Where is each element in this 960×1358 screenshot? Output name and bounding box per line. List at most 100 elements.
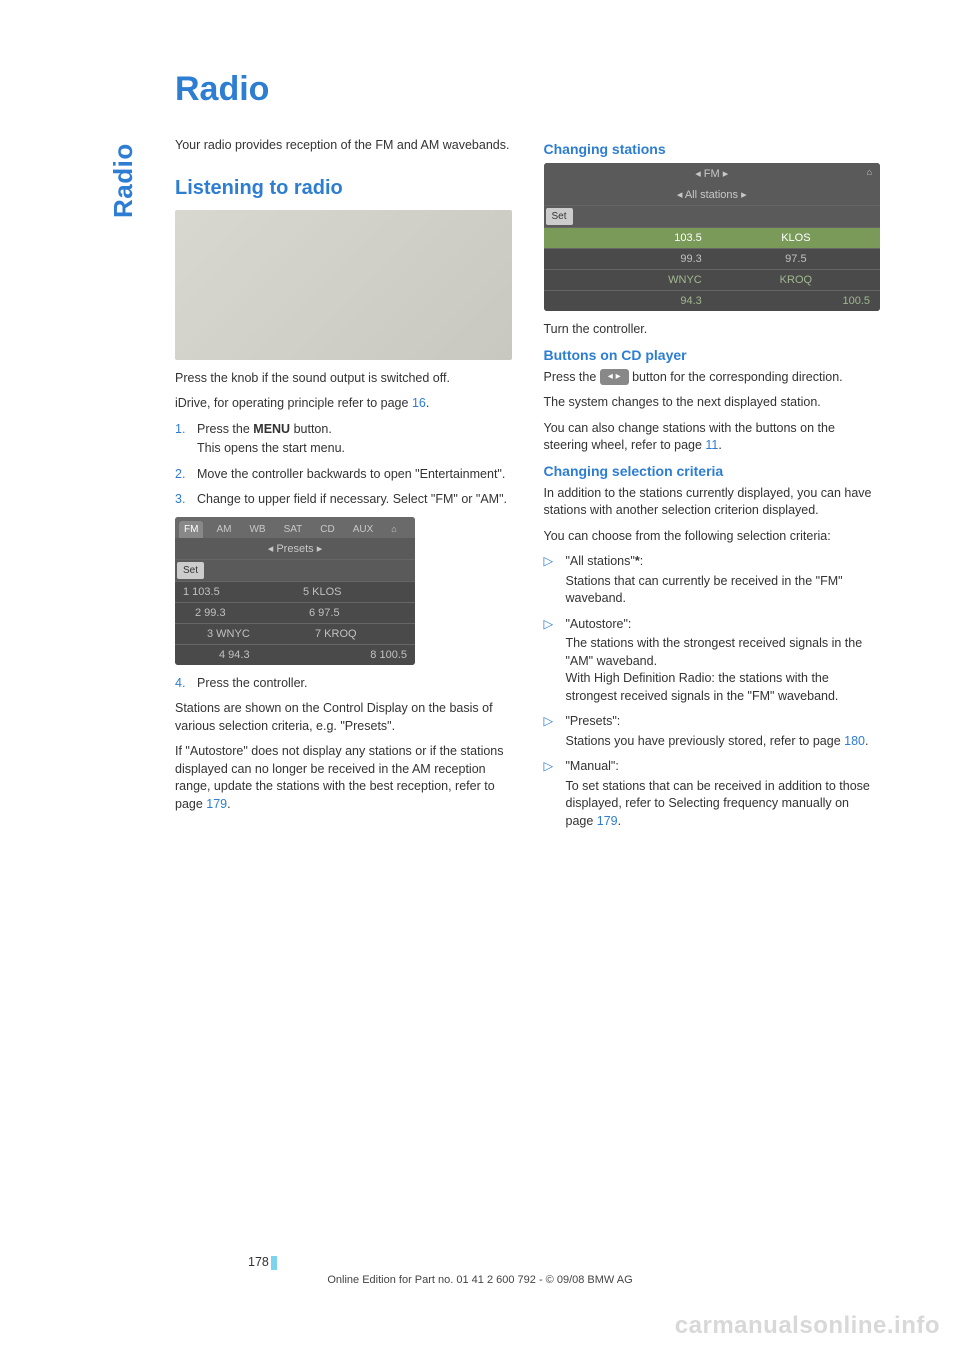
preset-cell: 8 100.5 [313,645,415,665]
step-subtext: This opens the start menu. [197,440,512,458]
preset-cell: 3 WNYC [175,624,307,644]
preset-cell: 4 94.3 [175,645,313,665]
idrive-subheader: ◂ Presets ▸ [175,538,415,559]
criteria-body: The stations with the strongest received… [566,635,881,705]
idrive-tab-aux: AUX [348,521,379,538]
criteria-intro: In addition to the stations currently di… [544,485,881,520]
triangle-bullet-icon: ▷ [544,713,554,731]
page-ref-179[interactable]: 179 [597,814,618,828]
criteria-body: Stations you have previously stored, ref… [566,733,881,751]
idrive2-set-row: Set [544,205,881,227]
side-tab-label: Radio [108,143,139,218]
autostore-post: . [227,797,230,811]
press-post: button for the corresponding direction. [629,370,843,384]
preset-cell: 6 97.5 [301,603,415,623]
footer-copyright: Online Edition for Part no. 01 41 2 600 … [0,1274,960,1286]
preset-cell: 1 103.5 [175,582,295,602]
criteria-title: "Autostore": [566,617,632,631]
idrive-preset-row: 3 WNYC 7 KROQ [175,623,415,644]
idrive-preset-row: 2 99.3 6 97.5 [175,602,415,623]
criteria-manual: ▷ "Manual": To set stations that can be … [544,758,881,830]
heading-listening-to-radio: Listening to radio [175,177,512,200]
criteria-body-pre: Stations you have previously stored, ref… [566,734,845,748]
idrive-screenshot-allstations: FM ⌂ All stations Set 103.5 KLOS 99.3 97… [544,163,881,311]
heading-buttons-cd: Buttons on CD player [544,347,881,363]
page-number: 178 [248,1255,277,1270]
station-cell: KROQ [712,269,880,290]
step-text-pre: Press the [197,422,253,436]
step-text: Move the controller backwards to open "E… [197,467,505,481]
triangle-bullet-icon: ▷ [544,616,554,634]
page-ref-11[interactable]: 11 [705,438,718,452]
step-3: 3. Change to upper field if necessary. S… [175,491,512,509]
page-title: Radio [175,70,880,109]
criteria-title: "All stations" [566,554,635,568]
system-changes-text: The system changes to the next displayed… [544,394,881,412]
left-column: Your radio provides reception of the FM … [175,137,512,838]
idrive2-subheader: All stations [544,184,881,205]
heading-changing-stations: Changing stations [544,141,881,157]
step-number: 1. [175,421,185,439]
criteria-all-stations: ▷ "All stations"*: Stations that can cur… [544,553,881,608]
station-cell: 97.5 [712,248,880,269]
step-1: 1. Press the MENU button. This opens the… [175,421,512,458]
page-ref-180[interactable]: 180 [844,734,865,748]
criteria-list: ▷ "All stations"*: Stations that can cur… [544,553,881,830]
step-number: 2. [175,466,185,484]
triangle-bullet-icon: ▷ [544,553,554,571]
press-button-text: Press the ◂ ▸ button for the correspondi… [544,369,881,387]
step-text: Change to upper field if necessary. Sele… [197,492,507,506]
idrive-principle-text: iDrive, for operating principle refer to… [175,395,512,413]
press-pre: Press the [544,370,600,384]
criteria-body-post: . [618,814,621,828]
page-ref-179[interactable]: 179 [206,797,227,811]
page-number-value: 178 [248,1255,269,1269]
steering-wheel-text: You can also change stations with the bu… [544,420,881,455]
idrive2-station-grid: 103.5 KLOS 99.3 97.5 WNYC KROQ 94.3 100.… [544,227,881,311]
page-number-bar-icon [271,1256,277,1270]
content-area: Radio Your radio provides reception of t… [175,70,880,838]
criteria-body: Stations that can currently be received … [566,573,881,608]
intro-text: Your radio provides reception of the FM … [175,137,512,155]
press-knob-text: Press the knob if the sound output is sw… [175,370,512,388]
idrive-tab-am: AM [211,521,236,538]
idrive-preset-row: 1 103.5 5 KLOS [175,581,415,602]
idrive-tab-sat: SAT [279,521,308,538]
idrive2-fm-label: FM [695,168,728,180]
idrive-pre: iDrive, for operating principle refer to… [175,396,412,410]
page-ref-16[interactable]: 16 [412,396,426,410]
criteria-title: "Presets": [566,714,621,728]
idrive-screenshot-presets: FM AM WB SAT CD AUX ⌂ ◂ Presets ▸ Set 1 … [175,517,415,665]
idrive-tab-fm: FM [179,521,203,538]
criteria-autostore: ▷ "Autostore": The stations with the str… [544,616,881,706]
idrive-tab-cd: CD [315,521,339,538]
idrive-set-row: Set [175,559,415,581]
manual-page: Radio Radio Your radio provides receptio… [0,0,960,1358]
home-icon: ⌂ [867,167,872,177]
criteria-choose: You can choose from the following select… [544,528,881,546]
criteria-presets: ▷ "Presets": Stations you have previousl… [544,713,881,750]
set-button-label: Set [546,208,573,225]
preset-cell: 7 KROQ [307,624,415,644]
idrive-preset-row: 4 94.3 8 100.5 [175,644,415,665]
step-4: 4. Press the controller. [175,675,512,693]
criteria-body: To set stations that can be received in … [566,778,881,831]
station-cell: KLOS [712,227,880,248]
idrive2-topbar: FM ⌂ [544,163,881,184]
prev-next-button-icon: ◂ ▸ [600,369,629,385]
station-cell: 103.5 [544,227,712,248]
step-text-post: button. [290,422,332,436]
colon: : [640,554,643,568]
triangle-bullet-icon: ▷ [544,758,554,776]
steering-pre: You can also change stations with the bu… [544,421,835,453]
steering-post: . [718,438,721,452]
turn-controller-text: Turn the controller. [544,321,881,339]
station-cell: WNYC [544,269,712,290]
set-button-label: Set [177,562,204,579]
stations-shown-text: Stations are shown on the Control Displa… [175,700,512,735]
step-text: Press the controller. [197,676,307,690]
idrive-tab-bar: FM AM WB SAT CD AUX ⌂ [175,517,415,538]
step-number: 4. [175,675,185,693]
step-2: 2. Move the controller backwards to open… [175,466,512,484]
radio-dashboard-photo [175,210,512,360]
